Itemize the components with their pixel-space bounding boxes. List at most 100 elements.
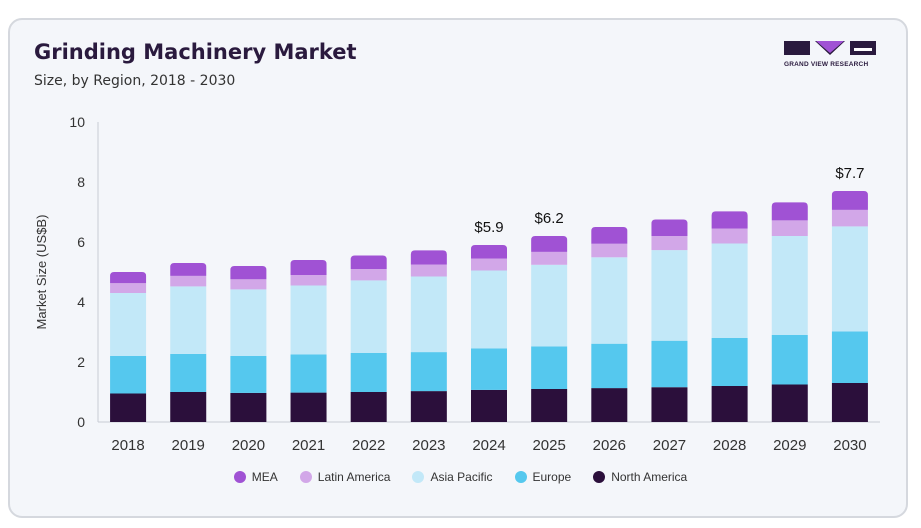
bar-segment-europe	[170, 353, 207, 392]
bar-segment-mea	[531, 236, 568, 252]
bar-segment-asia-pacific	[711, 243, 748, 338]
bar-segment-europe	[831, 331, 868, 383]
bar-segment-mea	[771, 202, 808, 221]
bar-segment-europe	[771, 335, 808, 385]
legend-label: North America	[611, 470, 688, 484]
x-tick-label: 2019	[172, 437, 205, 454]
y-tick-label: 8	[77, 174, 85, 190]
x-tick-label: 2029	[773, 437, 806, 454]
legend-swatch	[299, 471, 312, 483]
bar-segment-europe	[471, 348, 507, 390]
bar-segment-latin-america	[290, 275, 327, 286]
bar-segment-asia-pacific	[771, 236, 808, 335]
x-tick-label: 2030	[833, 437, 866, 454]
bar-segment-north-america	[831, 383, 868, 422]
bar-segment-north-america	[230, 392, 267, 422]
x-tick-label: 2028	[713, 437, 746, 454]
x-tick-label: 2018	[111, 437, 144, 454]
legend-label: MEA	[251, 470, 278, 484]
x-tick-label: 2026	[593, 437, 626, 454]
x-tick-label: 2020	[232, 437, 265, 454]
bar-segment-latin-america	[771, 220, 808, 236]
bar-segment-europe	[350, 353, 387, 392]
bar-segment-latin-america	[410, 264, 447, 277]
bar-segment-asia-pacific	[651, 250, 688, 341]
bar-segment-asia-pacific	[110, 293, 147, 356]
legend-label: Latin America	[317, 470, 391, 484]
bar-segment-mea	[831, 191, 868, 210]
stacked-bar-chart: 0 2 4 6 8 10 Market Size (US$B) 2018 2019 2020 202…	[34, 114, 880, 454]
bar-segment-north-america	[410, 391, 447, 422]
bar-segment-europe	[651, 340, 688, 388]
bar-segment-north-america	[170, 392, 207, 422]
legend-item: MEA	[233, 470, 278, 484]
y-tick-label: 4	[77, 294, 85, 310]
bar-segment-latin-america	[711, 228, 748, 244]
x-tick-label: 2025	[532, 437, 565, 454]
x-tick-label: 2024	[472, 437, 505, 454]
bar-segment-latin-america	[651, 236, 688, 251]
bar-segment-north-america	[651, 387, 688, 422]
legend-swatch	[233, 471, 246, 483]
bar-segment-latin-america	[531, 251, 568, 265]
data-label: $7.7	[835, 165, 864, 182]
bar-segment-europe	[591, 343, 628, 389]
bar-segment-asia-pacific	[831, 226, 868, 332]
data-label: $6.2	[535, 210, 564, 227]
bar-segment-europe	[230, 356, 267, 393]
legend-swatch	[593, 471, 606, 483]
chart-title: Grinding Machinery Market	[34, 40, 357, 64]
legend-item: Europe	[514, 470, 572, 484]
bar-segment-latin-america	[350, 269, 387, 281]
bar-segment-north-america	[350, 392, 387, 422]
bar-segment-asia-pacific	[591, 257, 628, 344]
bar-segment-mea	[711, 211, 748, 229]
legend: MEA Latin America Asia Pacific Europe North …	[0, 470, 921, 484]
bar-segment-mea	[591, 227, 628, 244]
bar-segment-mea	[350, 255, 387, 269]
bar-segment-europe	[410, 352, 447, 392]
bar-segment-latin-america	[591, 243, 628, 258]
bar-segment-europe	[290, 354, 327, 393]
bar-segment-north-america	[531, 389, 568, 422]
x-tick-label: 2021	[292, 437, 325, 454]
logo-text: GRAND VIEW RESEARCH	[784, 61, 869, 68]
bar-segment-north-america	[471, 389, 507, 422]
bar-segment-latin-america	[230, 279, 267, 290]
bar-segment-mea	[170, 263, 207, 276]
legend-item: Asia Pacific	[412, 470, 493, 484]
bar-segment-latin-america	[831, 209, 868, 227]
bar-segment-latin-america	[471, 258, 507, 271]
grand-view-research-logo-icon	[784, 41, 876, 55]
y-axis-label: Market Size (US$B)	[34, 215, 49, 330]
chart-card	[8, 18, 908, 518]
x-tick-label: 2027	[653, 437, 686, 454]
bar-segment-mea	[410, 250, 447, 265]
legend-swatch	[514, 471, 527, 483]
bar-segment-latin-america	[110, 283, 147, 293]
bar-segment-asia-pacific	[531, 264, 568, 347]
y-tick-label: 6	[77, 234, 85, 250]
y-tick-label: 0	[77, 414, 85, 430]
x-tick-label: 2022	[352, 437, 385, 454]
bar-segment-mea	[290, 260, 327, 275]
bar-segment-north-america	[711, 386, 748, 422]
bar-segment-mea	[651, 219, 688, 236]
bar-segment-europe	[711, 338, 748, 386]
bar-segment-asia-pacific	[170, 286, 207, 354]
bar-segment-europe	[531, 346, 568, 389]
bar-segment-asia-pacific	[350, 280, 387, 353]
legend-label: Europe	[532, 470, 572, 484]
bar-segment-latin-america	[170, 275, 207, 287]
bar-segment-asia-pacific	[471, 270, 507, 349]
bar-segment-mea	[230, 266, 267, 280]
bar-segment-north-america	[591, 388, 628, 422]
y-tick-label: 2	[77, 354, 85, 370]
bar-segment-north-america	[110, 393, 147, 422]
chart-subtitle: Size, by Region, 2018 - 2030	[34, 73, 236, 89]
bar-segment-mea	[110, 272, 147, 284]
legend-item: Latin America	[299, 470, 391, 484]
legend-swatch	[412, 471, 425, 483]
x-tick-label: 2023	[412, 437, 445, 454]
bar-segment-mea	[471, 245, 507, 259]
